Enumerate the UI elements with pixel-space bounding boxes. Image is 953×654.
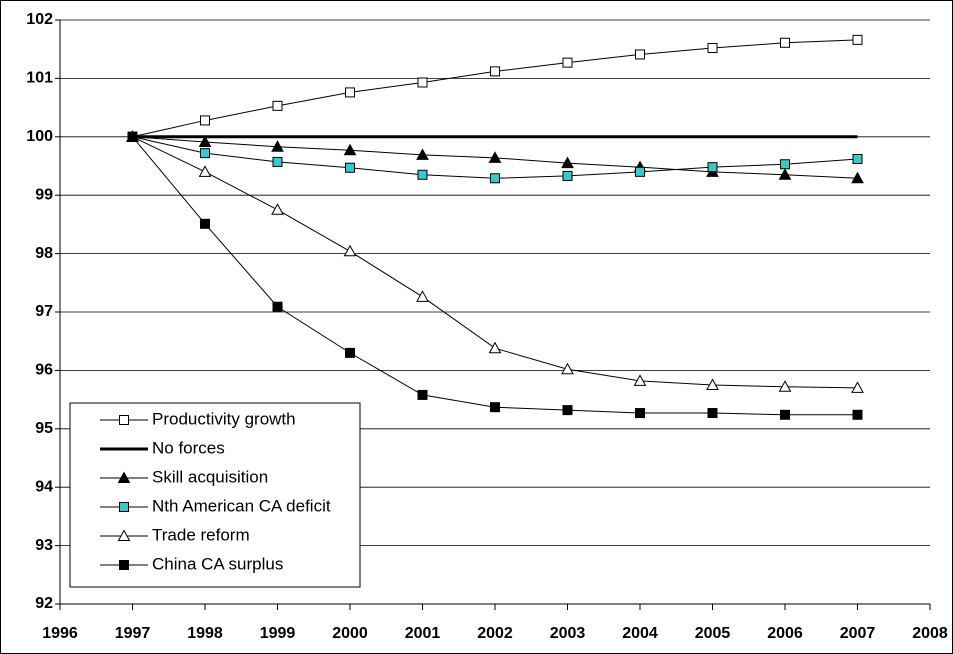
marker [852, 153, 863, 164]
y-tick-label: 99 [35, 186, 53, 203]
legend-label: Skill acquisition [152, 467, 268, 486]
marker [200, 218, 210, 229]
marker [488, 341, 502, 354]
y-tick-label: 94 [35, 478, 53, 495]
marker [778, 380, 792, 392]
marker [345, 347, 355, 358]
marker [343, 244, 357, 257]
marker [780, 159, 790, 170]
legend-label: Productivity growth [152, 409, 296, 428]
marker [707, 43, 718, 54]
x-tick-label: 2002 [477, 625, 513, 642]
x-tick-label: 1999 [260, 625, 296, 642]
y-tick-label: 92 [35, 595, 53, 612]
marker [127, 131, 138, 142]
marker [780, 409, 790, 420]
y-tick-label: 98 [35, 245, 53, 262]
marker [117, 529, 131, 541]
marker [561, 362, 574, 375]
marker [200, 148, 210, 159]
x-tick-label: 1998 [187, 625, 223, 642]
marker [490, 66, 500, 77]
marker [198, 165, 212, 177]
y-tick-label: 100 [26, 128, 53, 145]
marker [562, 57, 573, 68]
marker [707, 162, 718, 173]
legend-box [69, 402, 361, 588]
y-tick-label: 101 [26, 70, 53, 87]
marker [119, 502, 129, 512]
marker [562, 170, 573, 181]
legend-label: Nth American CA deficit [152, 496, 331, 515]
marker [345, 87, 355, 98]
marker [417, 169, 428, 180]
x-tick-label: 1996 [42, 625, 78, 642]
x-tick-label: 2007 [840, 625, 876, 642]
marker [417, 389, 428, 400]
marker [561, 156, 574, 169]
marker [488, 151, 502, 163]
x-tick-label: 2000 [332, 625, 368, 642]
x-tick-label: 2004 [622, 625, 658, 642]
marker [119, 415, 129, 425]
marker [416, 148, 429, 160]
x-tick-label: 2005 [695, 625, 731, 642]
marker [706, 378, 719, 390]
marker [490, 173, 500, 184]
marker [707, 408, 718, 419]
marker [272, 301, 283, 312]
y-tick-label: 96 [35, 362, 53, 379]
y-tick-label: 102 [26, 11, 53, 28]
marker [851, 171, 864, 184]
marker [345, 162, 355, 173]
marker [272, 156, 283, 167]
marker [778, 168, 792, 180]
y-tick-label: 95 [35, 420, 53, 437]
marker [271, 203, 284, 215]
marker [119, 560, 129, 570]
x-tick-label: 2006 [767, 625, 803, 642]
y-tick-label: 93 [35, 537, 53, 554]
marker [852, 409, 863, 420]
y-tick-label: 97 [35, 303, 53, 320]
marker [635, 408, 645, 419]
x-tick-label: 1997 [115, 625, 151, 642]
marker [271, 140, 284, 152]
marker [200, 115, 210, 126]
marker [633, 374, 647, 386]
legend-label: No forces [152, 438, 225, 457]
x-tick-label: 2008 [912, 625, 948, 642]
marker [117, 471, 131, 483]
marker [852, 34, 863, 45]
x-tick-label: 2003 [550, 625, 586, 642]
marker [416, 290, 429, 302]
marker [851, 381, 864, 393]
marker [417, 77, 428, 88]
marker [272, 100, 283, 111]
marker [198, 135, 212, 148]
marker [562, 405, 573, 416]
marker [490, 402, 500, 413]
marker [343, 143, 357, 156]
legend-label: China CA surplus [152, 554, 283, 573]
marker [635, 49, 645, 60]
marker [635, 166, 645, 177]
x-tick-label: 2001 [405, 625, 441, 642]
marker [780, 37, 790, 48]
legend-label: Trade reform [152, 525, 250, 544]
